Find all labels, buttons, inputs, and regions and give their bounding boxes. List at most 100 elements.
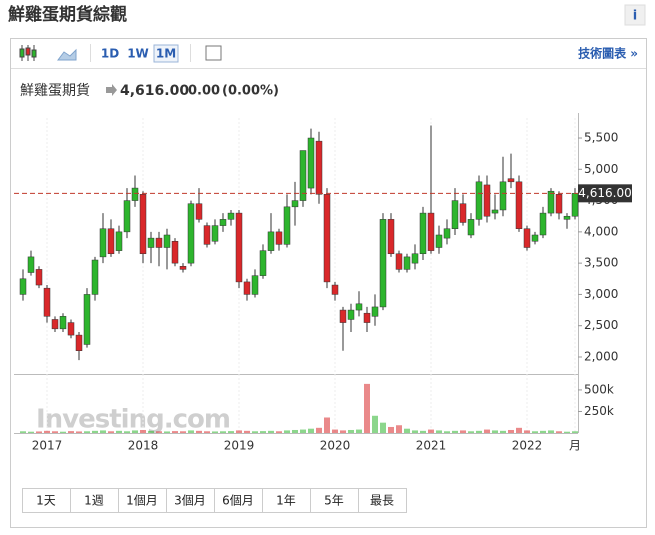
y-tick-label: 2,000 — [584, 349, 618, 363]
range-label[interactable]: 1個月 — [126, 494, 158, 508]
volume-bar — [260, 431, 266, 433]
candle-body — [299, 150, 307, 201]
volume-bar — [396, 425, 402, 433]
volume-bar — [92, 430, 98, 433]
volume-bar — [500, 430, 506, 433]
volume-bar — [484, 429, 490, 433]
candle-body — [283, 206, 291, 245]
candle-body — [83, 294, 91, 345]
candle-body — [99, 228, 107, 258]
candle-body — [147, 237, 155, 248]
candle-body — [243, 281, 251, 295]
interval-button[interactable]: 1M — [156, 47, 176, 61]
range-label[interactable]: 1週 — [84, 494, 104, 508]
candle-body — [395, 253, 403, 270]
candle-body — [67, 322, 75, 336]
candle-body — [443, 228, 451, 239]
candle-body — [571, 193, 579, 217]
arrow-icon — [106, 84, 117, 96]
range-button[interactable] — [70, 488, 119, 513]
volume-bar — [492, 430, 498, 433]
candle-body — [171, 240, 179, 264]
range-label[interactable]: 6個月 — [222, 494, 254, 508]
range-button[interactable] — [118, 488, 167, 513]
range-label[interactable]: 3個月 — [174, 494, 206, 508]
candle-body — [563, 215, 571, 220]
volume-bar — [148, 430, 154, 433]
range-button[interactable] — [214, 488, 263, 513]
interval-button[interactable]: 1D — [101, 47, 119, 61]
candle-body — [163, 234, 171, 248]
quote-change: 0.00 — [188, 84, 220, 99]
volume-bar — [468, 431, 474, 433]
quote-price: 4,616.00 — [120, 83, 189, 99]
range-label[interactable]: 1年 — [276, 494, 296, 508]
widget-title: 鮮雞蛋期貨綜觀 — [8, 4, 127, 25]
quote-change-pct: (0.00%) — [222, 84, 279, 99]
range-label[interactable]: 最長 — [370, 494, 394, 508]
volume-bar — [316, 427, 322, 433]
candle-body — [251, 275, 259, 295]
range-label[interactable]: 5年 — [324, 494, 344, 508]
interval-active[interactable] — [153, 44, 179, 63]
table-icon[interactable] — [205, 45, 222, 61]
candle-body — [451, 200, 459, 229]
volume-bar — [20, 431, 26, 433]
volume-bar — [68, 431, 74, 433]
y-tick-label: 4,000 — [584, 224, 618, 238]
candle-body — [363, 312, 371, 323]
volume-bar — [332, 429, 338, 433]
volume-bar — [420, 430, 426, 433]
info-icon[interactable]: i — [633, 9, 637, 24]
volume-bar — [76, 431, 82, 433]
candle-body — [139, 194, 147, 255]
candle-body — [483, 184, 491, 217]
volume-bar — [388, 426, 394, 433]
volume-bar — [220, 431, 226, 433]
candle-body — [467, 219, 475, 236]
candle-body — [107, 228, 115, 255]
range-button[interactable] — [358, 488, 407, 513]
candle-body — [227, 212, 235, 220]
candle-body — [355, 303, 363, 311]
candle-body — [427, 212, 435, 251]
candle-body — [379, 219, 387, 308]
y-tick-label: 2,500 — [584, 318, 618, 332]
range-button[interactable] — [166, 488, 215, 513]
x-tick-label: 2021 — [416, 439, 447, 453]
volume-bar — [524, 430, 530, 433]
range-button[interactable] — [262, 488, 311, 513]
interval-button[interactable]: 1W — [127, 47, 149, 61]
candle-body — [19, 278, 27, 295]
volume-bar — [244, 430, 250, 433]
volume-bar — [36, 431, 42, 433]
candle-body — [27, 256, 35, 273]
candle-body — [331, 284, 339, 295]
volume-bar — [196, 430, 202, 433]
candle-icon[interactable] — [19, 45, 37, 61]
area-icon[interactable] — [57, 48, 77, 61]
volume-bar — [124, 431, 130, 433]
candle-body — [515, 181, 523, 229]
y-tick-label: 3,000 — [584, 287, 618, 301]
volume-bar — [252, 431, 258, 433]
candle-body — [315, 140, 323, 195]
y-tick-label: 5,000 — [584, 162, 618, 176]
candle-body — [123, 200, 131, 233]
volume-bar — [348, 429, 354, 433]
volume-bar — [100, 430, 106, 433]
volume-bar — [428, 429, 434, 433]
volume-tick-label: 250k — [584, 404, 614, 418]
technical-chart-link[interactable]: 技術圖表 » — [578, 46, 638, 61]
candle-body — [555, 194, 563, 214]
candle-body — [219, 219, 227, 226]
range-label[interactable]: 1天 — [36, 494, 56, 508]
info-button[interactable] — [624, 4, 646, 26]
candle-body — [75, 334, 83, 351]
candle-body — [259, 250, 267, 276]
y-tick-label: 5,500 — [584, 131, 618, 145]
candle-body — [499, 181, 507, 211]
widget-frame — [10, 38, 647, 528]
candle-body — [523, 228, 531, 248]
volume-bar — [132, 430, 138, 433]
